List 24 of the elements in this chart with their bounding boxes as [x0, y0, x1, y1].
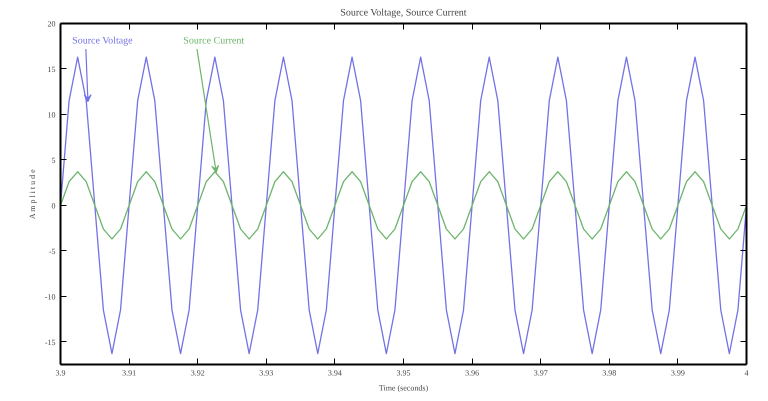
x-tick-label: 3.91	[122, 368, 136, 378]
x-tick-label: 3.95	[396, 368, 410, 378]
x-tick-label: 3.94	[328, 368, 342, 378]
chart-title: Source Voltage, Source Current	[340, 8, 467, 18]
x-tick-label: 3.92	[190, 368, 205, 378]
x-tick-label: 3.93	[259, 368, 274, 378]
annotation: Source Current	[183, 35, 244, 46]
y-tick-label: 15	[48, 64, 56, 74]
y-tick-label: 20	[48, 20, 56, 28]
x-tick-label: 3.9	[56, 368, 66, 378]
y-tick-label: -5	[48, 246, 56, 256]
y-tick-label: -10	[44, 292, 56, 302]
x-tick-label: 3.98	[602, 368, 616, 378]
y-tick-label: 5	[52, 156, 56, 165]
annotation: Source Voltage	[72, 35, 134, 46]
x-axis-title: Time (seconds)	[378, 384, 428, 392]
y-tick-label: 0	[52, 201, 56, 210]
y-tick-label: -15	[44, 338, 56, 347]
x-tick-label: 4	[744, 368, 748, 378]
x-tick-label: 3.97	[534, 368, 548, 378]
y-tick-label: 10	[48, 110, 56, 120]
y-axis-title: A m p l i t u d e	[28, 168, 37, 220]
x-tick-label: 3.99	[670, 368, 685, 378]
x-tick-label: 3.96	[465, 368, 480, 378]
